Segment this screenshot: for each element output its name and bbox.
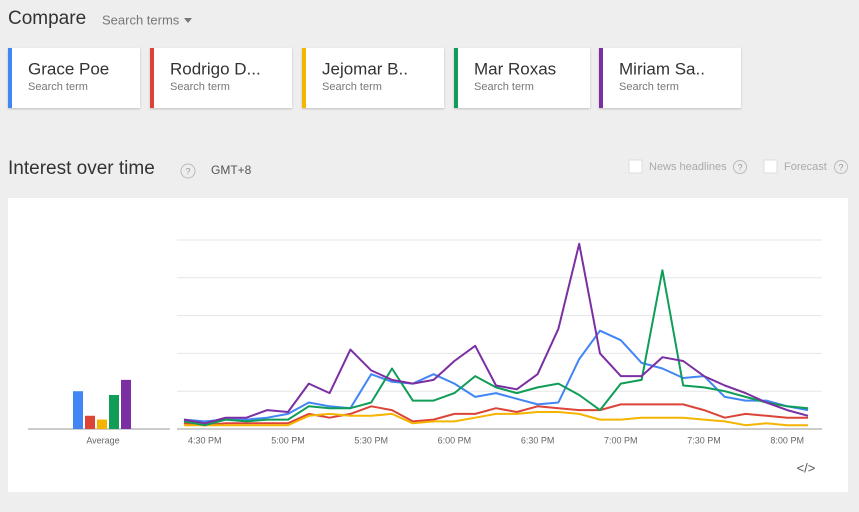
term-card[interactable]: Rodrigo D... Search term (150, 48, 292, 108)
average-bar (73, 391, 83, 429)
series-line (184, 411, 808, 427)
term-name[interactable]: Miriam Sa.. (619, 59, 705, 78)
card-box[interactable] (599, 48, 741, 108)
x-tick-label: 4:30 PM (188, 435, 222, 445)
average-bar (85, 415, 95, 429)
card-box[interactable] (454, 48, 590, 108)
dropdown-caret[interactable] (184, 18, 192, 23)
term-subtitle[interactable]: Search term (619, 81, 679, 93)
term-name[interactable]: Mar Roxas (474, 59, 556, 78)
help-icon[interactable] (834, 160, 848, 174)
option-label[interactable]: Forecast (784, 161, 827, 173)
card-color-bar[interactable] (150, 48, 154, 108)
term-subtitle[interactable]: Search term (322, 81, 382, 93)
x-tick-label: 7:30 PM (687, 435, 721, 445)
average-bar (109, 394, 119, 429)
term-subtitle[interactable]: Search term (28, 81, 88, 93)
card-box[interactable] (8, 48, 140, 108)
term-subtitle[interactable]: Search term (474, 81, 534, 93)
chart-panel (8, 198, 848, 492)
card-box[interactable] (150, 48, 292, 108)
x-tick-label: 7:00 PM (604, 435, 638, 445)
term-card[interactable]: Mar Roxas Search term (454, 48, 590, 108)
help-icon[interactable] (733, 160, 747, 174)
term-card[interactable]: Grace Poe Search term (8, 48, 140, 108)
page-title: Compare (8, 8, 86, 29)
term-card[interactable]: Jejomar B.. Search term (302, 48, 444, 108)
term-name[interactable]: Jejomar B.. (322, 59, 408, 78)
search-terms-dropdown[interactable]: Search terms (102, 12, 180, 27)
card-color-bar[interactable] (454, 48, 458, 108)
section-title: Interest over time (8, 158, 155, 179)
checkbox[interactable] (763, 159, 778, 174)
term-name[interactable]: Rodrigo D... (170, 59, 261, 78)
chart: 4:30 PM 5:00 PM 5:30 PM 6:00 PM 6:30 PM 7:00 … (28, 239, 822, 445)
card-box[interactable] (302, 48, 444, 108)
card-color-bar[interactable] (599, 48, 603, 108)
card-color-bar[interactable] (302, 48, 306, 108)
checkbox[interactable] (628, 159, 643, 174)
help-icon[interactable] (180, 163, 196, 179)
x-tick-label: 6:00 PM (438, 435, 472, 445)
help-text[interactable]: ? (185, 166, 190, 176)
term-cards: Grace Poe Search term Rodrigo D... Search t… (8, 48, 741, 108)
x-tick-label: 6:30 PM (521, 435, 555, 445)
help-text[interactable]: ? (838, 162, 843, 172)
term-name[interactable]: Grace Poe (28, 59, 109, 78)
average-bar (97, 419, 107, 429)
term-subtitle[interactable]: Search term (170, 81, 230, 93)
series-line (183, 403, 808, 427)
embed-icon[interactable]: </> (797, 460, 816, 475)
term-card[interactable]: Miriam Sa.. Search term (599, 48, 741, 108)
x-tick-label: 8:00 PM (770, 435, 804, 445)
average-label: Average (86, 435, 119, 445)
series-line (183, 242, 809, 425)
option-label[interactable]: News headlines (649, 161, 727, 173)
x-tick-label: 5:00 PM (271, 435, 305, 445)
card-color-bar[interactable] (8, 48, 12, 108)
help-text[interactable]: ? (737, 162, 742, 172)
series-line (183, 269, 809, 427)
x-tick-label: 5:30 PM (354, 435, 388, 445)
timezone: GMT+8 (211, 163, 252, 177)
average-bar (121, 379, 131, 429)
